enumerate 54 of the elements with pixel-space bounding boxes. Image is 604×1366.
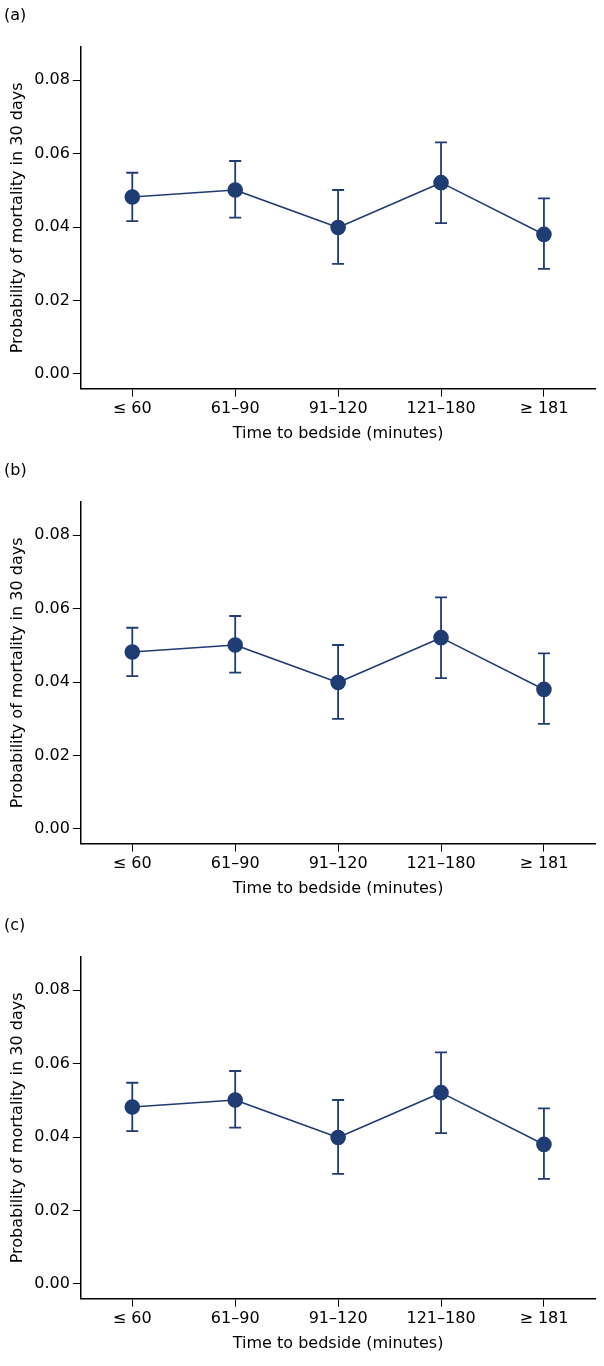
- x-tick-label: ≤ 60: [112, 398, 152, 418]
- x-tick-label: 121–180: [406, 398, 476, 418]
- point: [330, 219, 346, 236]
- y-tick-label: 0.06: [34, 1052, 70, 1072]
- y-tick-label: 0.06: [34, 142, 70, 162]
- point: [433, 1084, 449, 1101]
- y-axis-title: Probability of mortality in 30 days: [6, 992, 26, 1264]
- x-tick-label: 61–90: [210, 1308, 260, 1328]
- y-tick-label: 0.04: [34, 1126, 70, 1146]
- x-axis-title: Time to bedside (minutes): [231, 1332, 444, 1352]
- point: [536, 226, 552, 243]
- y-tick-label: 0.00: [34, 363, 70, 383]
- point: [433, 629, 449, 646]
- x-tick-label: 61–90: [210, 398, 260, 418]
- y-tick-label: 0.08: [34, 69, 70, 89]
- x-tick-label: ≥ 181: [519, 398, 569, 418]
- y-axis-title: Probability of mortality in 30 days: [6, 537, 26, 809]
- x-axis-title: Time to bedside (minutes): [231, 422, 444, 442]
- y-tick-label: 0.02: [34, 1199, 70, 1219]
- x-tick-label: ≤ 60: [112, 853, 152, 873]
- x-tick-label: 61–90: [210, 853, 260, 873]
- y-tick-label: 0.00: [34, 818, 70, 838]
- x-tick-label: ≤ 60: [112, 1308, 152, 1328]
- point: [227, 1092, 243, 1108]
- x-tick-label: 91–120: [308, 853, 368, 873]
- y-tick-label: 0.02: [34, 744, 70, 764]
- y-tick-label: 0.06: [34, 597, 70, 617]
- x-tick-label: 121–180: [406, 1308, 476, 1328]
- point: [536, 681, 552, 698]
- y-tick-label: 0.08: [34, 979, 70, 999]
- y-tick-label: 0.04: [34, 216, 70, 236]
- x-tick-label: 91–120: [308, 1308, 368, 1328]
- point: [330, 674, 346, 691]
- y-tick-label: 0.02: [34, 289, 70, 309]
- point: [433, 174, 449, 191]
- point: [536, 1136, 552, 1153]
- y-tick-label: 0.08: [34, 524, 70, 544]
- point: [227, 182, 243, 198]
- y-axis-title: Probability of mortality in 30 days: [6, 82, 26, 354]
- point: [330, 1129, 346, 1146]
- chart-title: (c): [4, 914, 26, 934]
- point: [124, 1099, 141, 1115]
- point: [124, 644, 141, 660]
- point: [124, 189, 141, 205]
- x-tick-label: 91–120: [308, 398, 368, 418]
- point: [227, 637, 243, 653]
- x-axis-title: Time to bedside (minutes): [231, 877, 444, 897]
- x-tick-label: ≥ 181: [519, 853, 569, 873]
- y-tick-label: 0.00: [34, 1273, 70, 1293]
- chart-title: (b): [4, 459, 27, 479]
- x-tick-label: ≥ 181: [519, 1308, 569, 1328]
- y-tick-label: 0.04: [34, 671, 70, 691]
- x-tick-label: 121–180: [406, 853, 476, 873]
- chart-title: (a): [4, 4, 27, 24]
